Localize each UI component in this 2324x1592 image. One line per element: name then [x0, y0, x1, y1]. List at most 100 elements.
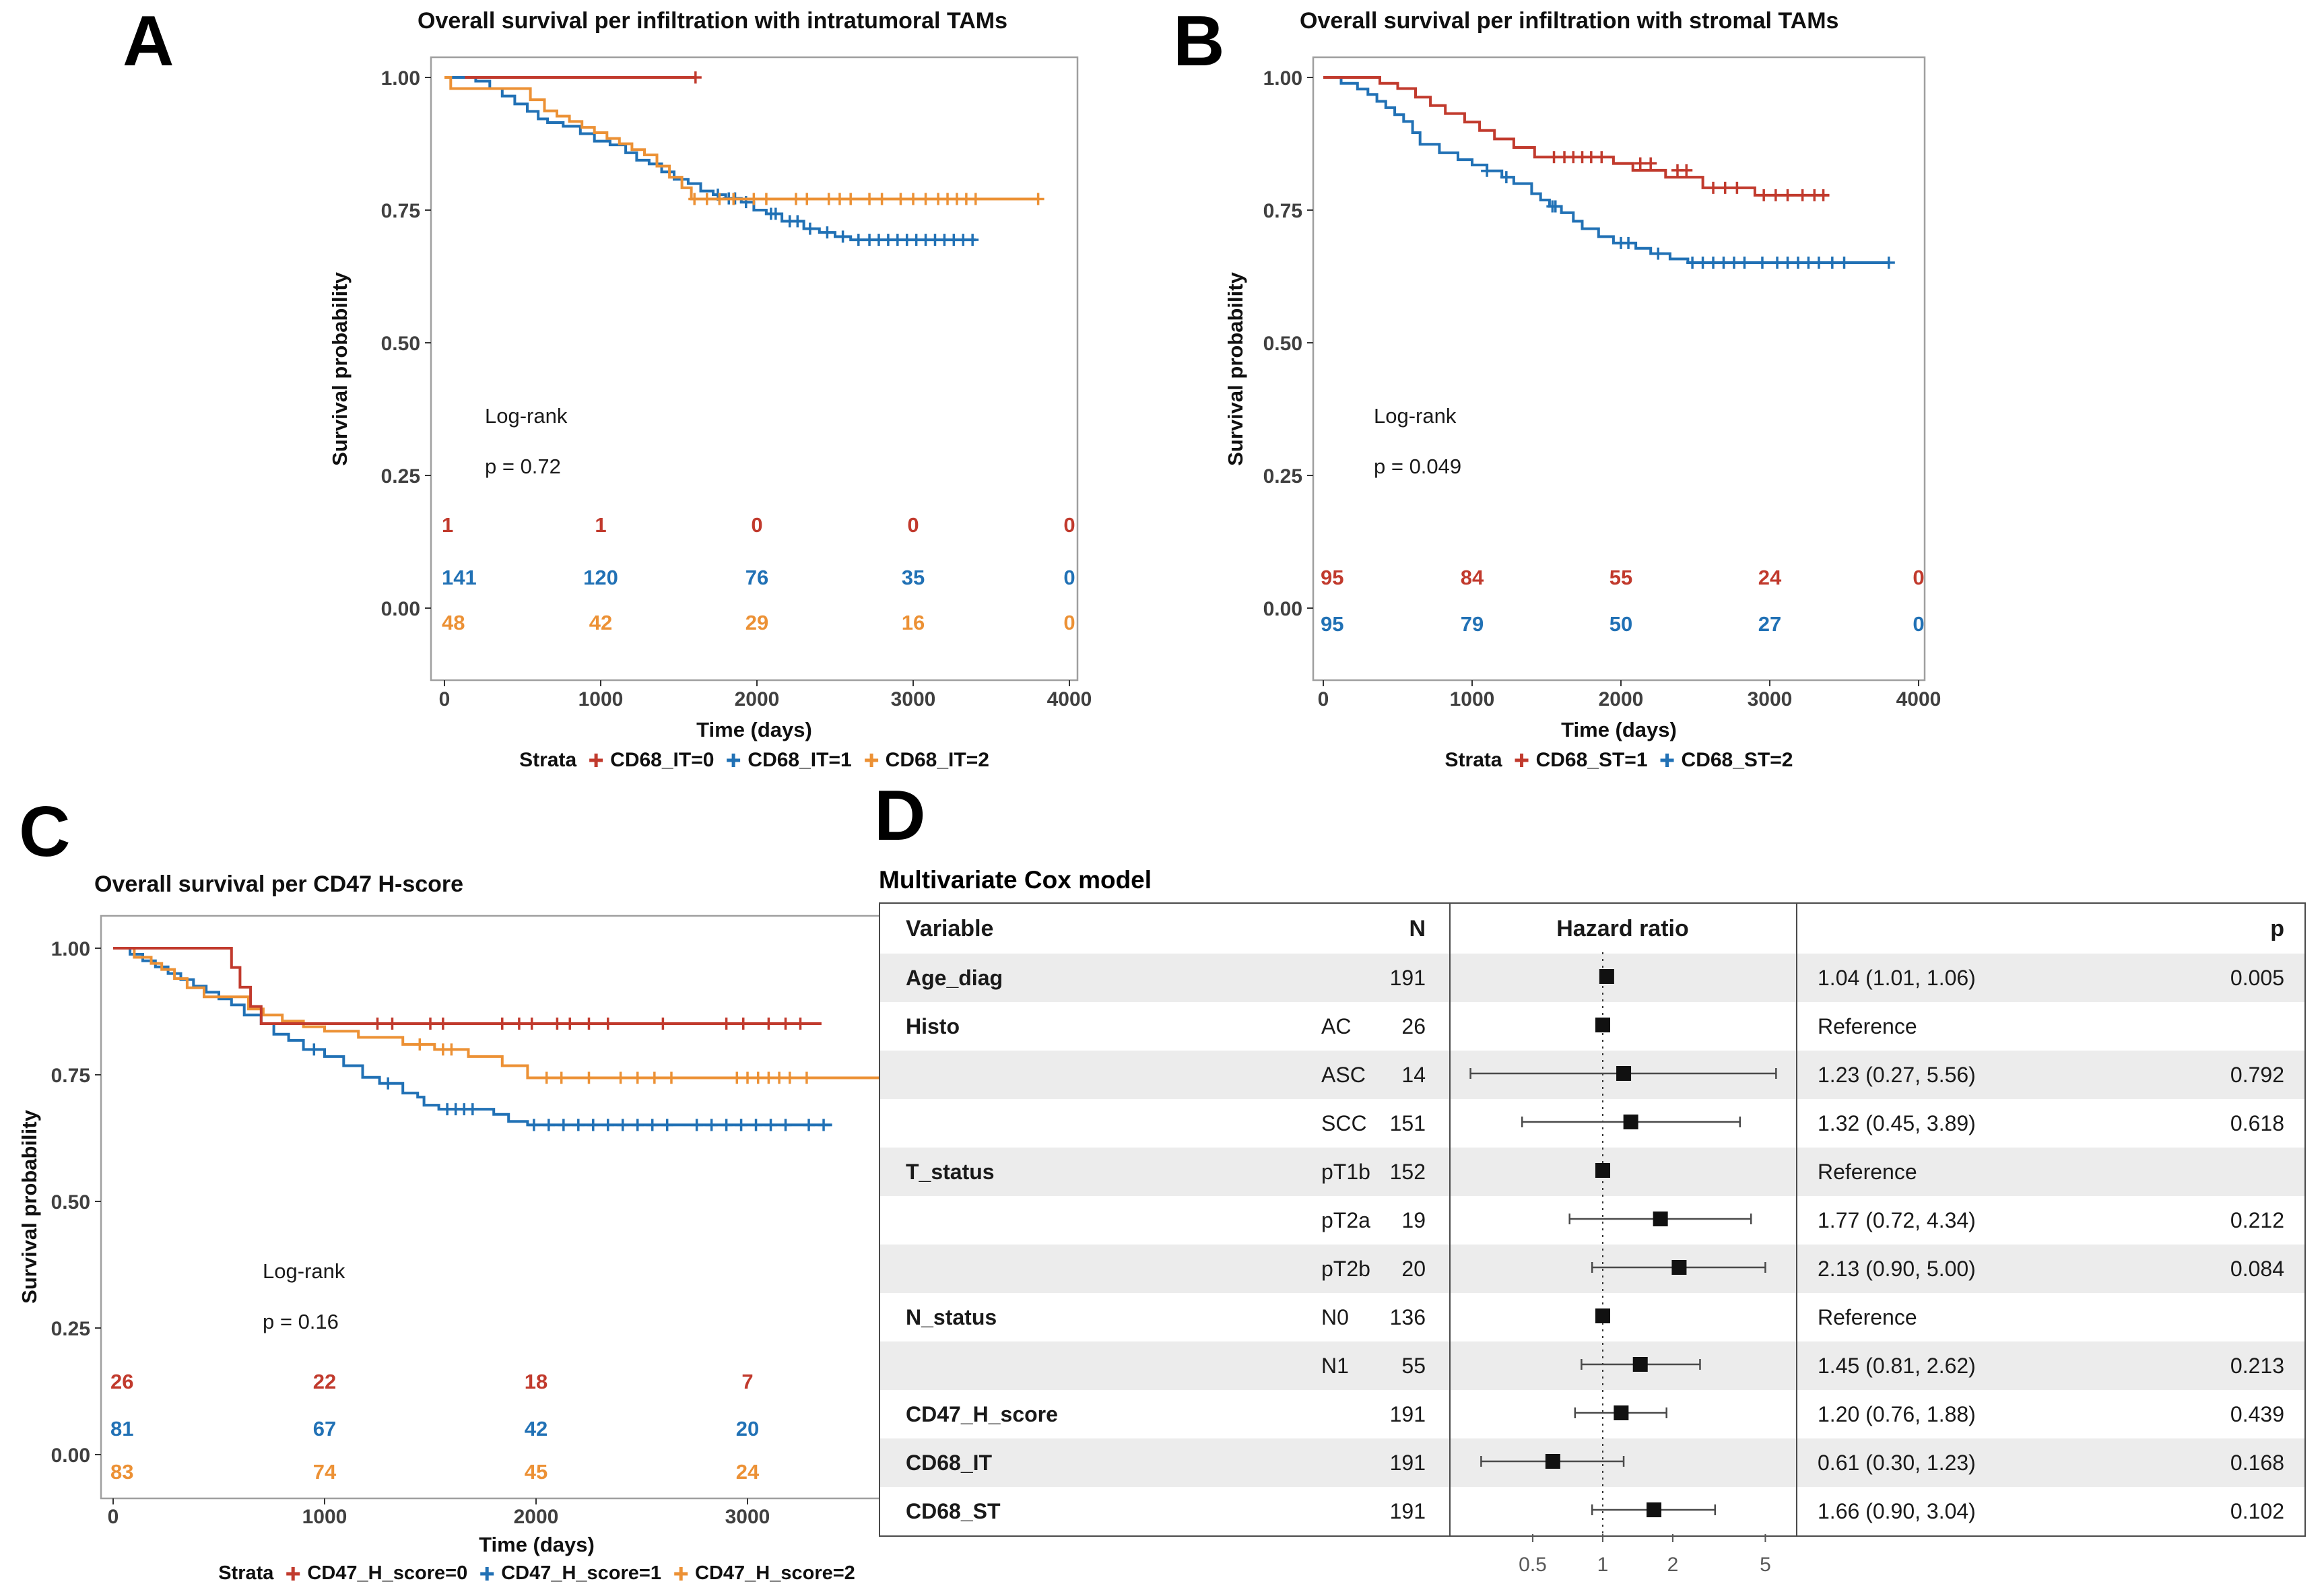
cell-ci: 2.13 (0.90, 5.00) — [1818, 1257, 1976, 1281]
legend-title-c: Strata — [218, 1562, 274, 1584]
censor-mark — [941, 193, 954, 205]
plus-glyph — [1660, 754, 1674, 767]
censor-mark — [525, 1018, 538, 1030]
table-row-pT2b: pT2b 20 2.13 (0.90, 5.00) 0.084 — [880, 1245, 2304, 1293]
censor-mark — [1680, 164, 1693, 176]
censor-mark — [1567, 151, 1580, 164]
censor-mark — [1576, 151, 1589, 164]
censor-mark — [821, 226, 834, 239]
censor-mark — [872, 234, 885, 246]
censor-mark — [720, 1119, 733, 1131]
censor-plus-icon — [674, 1566, 688, 1581]
cell-level: pT2b — [1321, 1257, 1370, 1281]
x-tick-label: 1000 — [1450, 688, 1495, 710]
legend-c: Strata CD47_H_score=0 CD47_H_score=1 CD47_… — [218, 1562, 855, 1585]
risk-count: 1 — [442, 513, 453, 537]
risk-count: 42 — [525, 1417, 547, 1440]
cell-n: 14 — [1401, 1063, 1426, 1087]
km-curve-CD47_H_score=0 — [113, 947, 822, 1025]
censor-mark — [551, 1018, 564, 1030]
cell-ci: 1.77 (0.72, 4.34) — [1818, 1208, 1976, 1232]
cell-n: 19 — [1401, 1208, 1426, 1232]
censor-mark — [929, 234, 941, 246]
censor-mark — [720, 1018, 733, 1030]
y-tick-label: 0.25 — [1263, 465, 1302, 488]
cell-n: 191 — [1389, 1402, 1426, 1426]
risk-count: 141 — [442, 566, 477, 589]
cell-n: 20 — [1401, 1257, 1426, 1281]
risk-count: 0 — [1063, 513, 1075, 537]
risk-count: 29 — [745, 611, 768, 634]
censor-mark — [1781, 189, 1794, 201]
km-curve-CD47_H_score=2 — [113, 947, 917, 1080]
p-value-label: p = 0.72 — [485, 455, 561, 478]
legend-item-CD68_ST=1: CD68_ST=1 — [1513, 749, 1648, 772]
y-tick-label: 0.50 — [381, 333, 420, 355]
plus-glyph — [727, 754, 741, 767]
legend-item-CD68_ST=2: CD68_ST=2 — [1659, 749, 1793, 772]
censor-mark — [555, 1071, 568, 1084]
y-tick-label: 0.00 — [381, 598, 420, 620]
censor-mark — [587, 1119, 599, 1131]
cell-level: SCC — [1321, 1111, 1367, 1135]
risk-count: 0 — [1913, 566, 1924, 589]
plus-glyph — [480, 1566, 494, 1581]
legend-item-label: CD47_H_score=2 — [695, 1562, 855, 1584]
censor-mark — [863, 193, 876, 205]
y-tick-label: 0.75 — [1263, 200, 1302, 222]
x-tick-label: 0 — [108, 1506, 119, 1528]
cell-n: 191 — [1389, 1499, 1426, 1523]
censor-mark — [1719, 181, 1731, 194]
legend-item-CD47_H_score=0: CD47_H_score=0 — [284, 1562, 467, 1585]
cell-ci: 1.20 (0.76, 1.88) — [1818, 1402, 1976, 1426]
cell-n: 136 — [1389, 1305, 1426, 1329]
censor-mark — [737, 1018, 750, 1030]
cell-n: 152 — [1389, 1160, 1426, 1184]
cell-p: 0.102 — [2230, 1499, 2284, 1523]
legend-item-CD47_H_score=1: CD47_H_score=1 — [478, 1562, 661, 1585]
risk-count: 76 — [745, 566, 768, 589]
censor-mark — [466, 1103, 479, 1116]
censor-mark — [1546, 200, 1559, 213]
risk-count: 0 — [1063, 611, 1075, 634]
censor-mark — [794, 1018, 807, 1030]
panel-label-c: C — [19, 792, 71, 871]
table-row-T_status: T_status pT1b 152 Reference — [880, 1148, 2304, 1196]
censor-mark — [791, 215, 804, 228]
censor-mark — [657, 1018, 669, 1030]
censor-mark — [957, 234, 970, 246]
censor-mark — [572, 1119, 585, 1131]
legend-item-label: CD68_IT=2 — [885, 749, 989, 771]
censor-mark — [1791, 257, 1804, 269]
y-axis-label-c: Survival probability — [18, 1110, 41, 1304]
risk-count: 0 — [1913, 612, 1924, 636]
censor-mark — [762, 1018, 775, 1030]
censor-mark — [748, 193, 760, 205]
censor-mark — [1558, 151, 1571, 164]
censor-mark — [729, 192, 741, 205]
legend-item-label: CD47_H_score=1 — [501, 1562, 661, 1584]
risk-count: 26 — [110, 1370, 133, 1393]
censor-mark — [648, 1071, 661, 1084]
cell-level: pT1b — [1321, 1160, 1370, 1184]
p-value-label: p = 0.16 — [263, 1310, 339, 1333]
censor-mark — [616, 1119, 629, 1131]
y-tick-label: 1.00 — [1263, 67, 1302, 90]
risk-count: 0 — [907, 513, 919, 537]
km-curve-CD68_ST=1 — [1323, 76, 1830, 197]
risk-count: 67 — [313, 1417, 336, 1440]
censor-mark — [631, 1119, 644, 1131]
censor-mark — [735, 1119, 748, 1131]
legend-item-label: CD68_ST=1 — [1535, 749, 1648, 771]
censor-mark — [818, 1119, 830, 1131]
cell-ci: Reference — [1818, 1014, 1917, 1038]
forest-axis-tick-label: 1 — [1597, 1554, 1609, 1576]
censor-mark — [700, 193, 713, 205]
censor-mark — [741, 1071, 754, 1084]
logrank-label: Log-rank — [485, 404, 568, 428]
censor-mark — [1032, 193, 1044, 205]
km-plot-b: 1.00 0.75 0.50 0.25 0.00 0 1000 2000 3000 4000 Log… — [1263, 56, 1941, 710]
censor-mark — [1615, 236, 1627, 249]
risk-count: 50 — [1609, 612, 1632, 636]
censor-mark — [436, 1043, 449, 1056]
